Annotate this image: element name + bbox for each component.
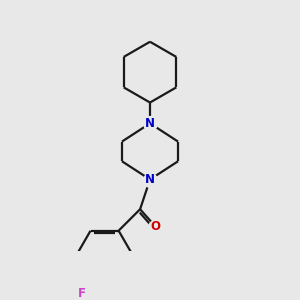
Text: N: N [145, 117, 155, 130]
Text: O: O [150, 220, 161, 233]
Text: F: F [78, 287, 86, 300]
Text: N: N [145, 173, 155, 186]
